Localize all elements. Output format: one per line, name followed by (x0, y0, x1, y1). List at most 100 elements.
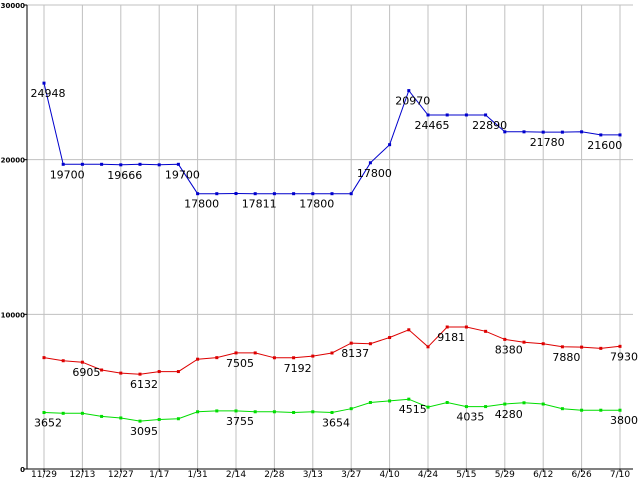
grid-lines (27, 4, 633, 470)
data-point (215, 192, 219, 196)
data-point (580, 408, 584, 412)
data-point (445, 400, 449, 404)
data-point (100, 368, 104, 372)
data-label: 7930 (610, 350, 638, 363)
x-tick-label: 11/29 (31, 470, 57, 480)
data-point (292, 410, 296, 414)
data-label: 24948 (31, 87, 66, 100)
data-point (234, 351, 238, 355)
data-point (311, 192, 315, 196)
data-label: 9181 (437, 331, 465, 344)
data-label: 6132 (130, 378, 158, 391)
data-label: 6905 (72, 366, 100, 379)
data-label: 4515 (399, 403, 427, 416)
data-point (330, 410, 334, 414)
data-point (445, 113, 449, 117)
data-point (618, 344, 622, 348)
data-point (426, 113, 430, 117)
series-group (42, 81, 622, 423)
data-point (61, 359, 65, 363)
axes (24, 4, 633, 472)
data-label: 19666 (107, 169, 142, 182)
data-point (138, 162, 142, 166)
data-point (407, 89, 411, 93)
data-point (541, 342, 545, 346)
data-point (253, 410, 257, 414)
data-point (349, 341, 353, 345)
data-point (42, 411, 46, 415)
data-label: 24465 (415, 119, 450, 132)
data-point (484, 405, 488, 409)
data-label: 21600 (587, 139, 622, 152)
data-point (368, 342, 372, 346)
data-point (388, 143, 392, 147)
data-point (464, 325, 468, 329)
data-point (426, 345, 430, 349)
y-tick-label: 20000 (1, 157, 25, 165)
data-point (599, 408, 603, 412)
data-point (253, 192, 257, 196)
data-point (292, 356, 296, 360)
x-tick-label: 1/31 (187, 470, 207, 480)
data-label: 19700 (50, 168, 85, 181)
x-tick-label: 5/29 (495, 470, 515, 480)
data-point (215, 409, 219, 413)
data-point (80, 162, 84, 166)
data-point (522, 130, 526, 134)
x-tick-label: 2/28 (264, 470, 284, 480)
data-point (138, 372, 142, 376)
data-point (484, 329, 488, 333)
data-label: 22890 (472, 119, 507, 132)
data-label: 7192 (284, 362, 312, 375)
x-tick-label: 12/13 (69, 470, 95, 480)
data-point (196, 410, 200, 414)
data-label: 7505 (226, 357, 254, 370)
data-point (503, 402, 507, 406)
data-point (61, 411, 65, 415)
data-point (215, 356, 219, 360)
data-point (560, 345, 564, 349)
data-point (157, 370, 161, 374)
data-point (349, 192, 353, 196)
data-point (42, 356, 46, 360)
data-point (80, 360, 84, 364)
data-point (272, 410, 276, 414)
data-point (234, 409, 238, 413)
data-point (157, 163, 161, 167)
data-label: 3755 (226, 415, 254, 428)
data-label: 17800 (184, 198, 219, 211)
data-label: 3652 (34, 417, 62, 430)
data-point (599, 346, 603, 350)
data-point (61, 162, 65, 166)
data-point (445, 325, 449, 329)
data-label: 17811 (242, 198, 277, 211)
data-point (426, 405, 430, 409)
x-tick-label: 12/27 (108, 470, 134, 480)
data-labels: 24948 19700 19666 19700 17800 17811 17800 17800… (31, 87, 639, 438)
data-point (618, 408, 622, 412)
x-tick-label: 5/15 (456, 470, 476, 480)
data-point (388, 399, 392, 403)
data-point (100, 162, 104, 166)
data-point (330, 192, 334, 196)
data-label: 7880 (552, 351, 580, 364)
data-point (272, 356, 276, 360)
data-point (311, 354, 315, 358)
data-point (484, 113, 488, 117)
data-point (196, 357, 200, 361)
data-label: 3654 (322, 416, 350, 429)
data-point (541, 402, 545, 406)
data-point (157, 418, 161, 422)
data-point (176, 370, 180, 374)
data-point (196, 192, 200, 196)
data-point (138, 419, 142, 423)
data-point (464, 405, 468, 409)
data-point (292, 192, 296, 196)
data-point (176, 162, 180, 166)
data-label: 4280 (495, 408, 523, 421)
data-label: 8137 (341, 347, 369, 360)
data-point (522, 340, 526, 344)
data-point (349, 407, 353, 411)
data-point (100, 414, 104, 418)
data-point (80, 411, 84, 415)
